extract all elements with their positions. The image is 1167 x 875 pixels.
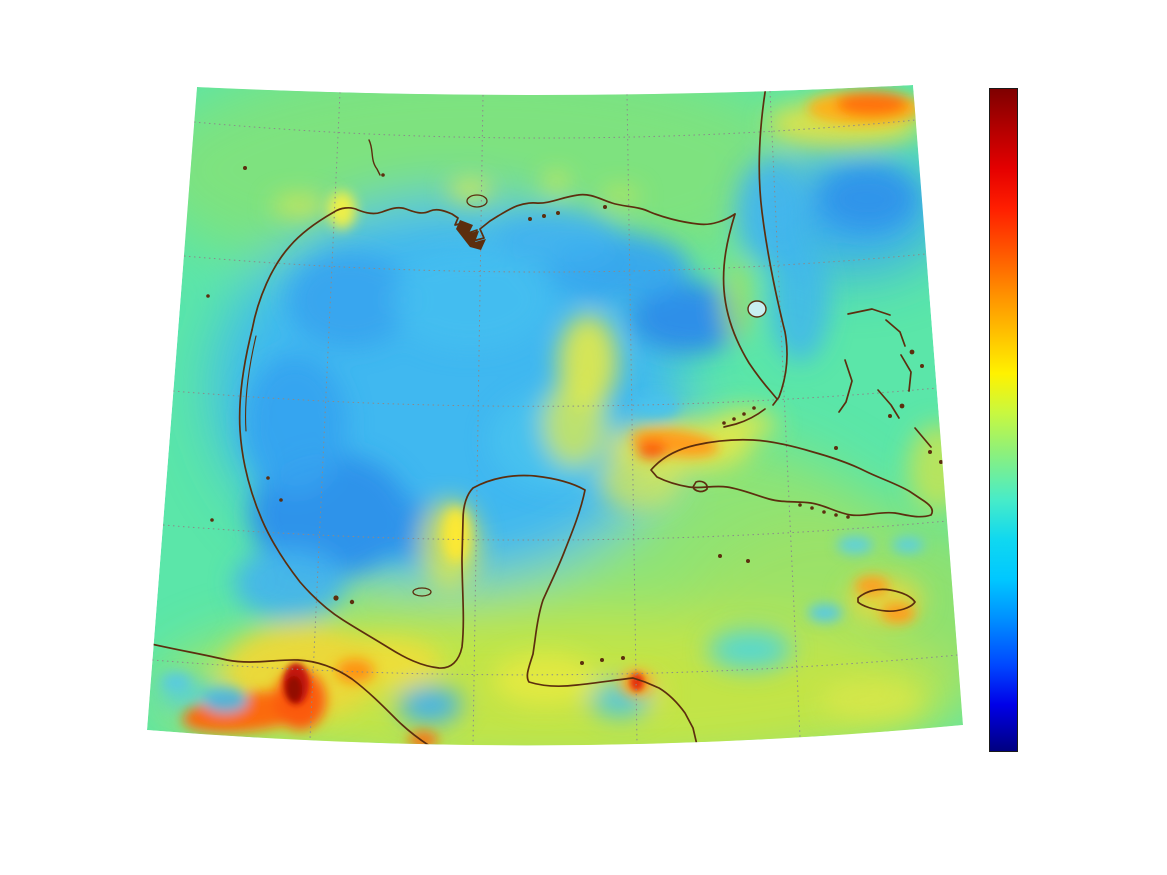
lake-okeechobee	[747, 300, 767, 318]
coastline-texas-barrier	[245, 335, 257, 432]
lagoon-terminos	[412, 587, 432, 597]
coastline-cuba	[650, 438, 934, 518]
coastline-abaco	[885, 319, 906, 347]
coastline-mexico-pacific	[147, 642, 453, 746]
coastline-isla-juventud	[692, 480, 708, 493]
heatfield	[147, 85, 963, 746]
coastline-mexico-yucatan-honduras	[238, 329, 698, 746]
mississippi-delta	[456, 220, 486, 250]
coastline-exuma	[877, 389, 900, 419]
coastline-florida-keys	[723, 408, 766, 428]
graticule	[151, 90, 959, 746]
coastlines	[147, 85, 934, 746]
heatfield-hotspot-cores	[283, 663, 644, 705]
coastline-eleuthera	[900, 354, 912, 392]
coastline-us-gulf	[251, 193, 736, 331]
coastline-grand-bahama	[847, 308, 891, 316]
colorbar	[989, 88, 1018, 752]
coastline-andros	[838, 359, 853, 413]
coastline-long-island	[914, 427, 932, 448]
coastline-jamaica	[857, 588, 916, 612]
coastline-florida-west	[722, 213, 778, 400]
lake-texas-squiggle	[368, 139, 381, 176]
lake-pontchartrain	[466, 194, 488, 208]
coastline-florida-east	[758, 85, 788, 406]
